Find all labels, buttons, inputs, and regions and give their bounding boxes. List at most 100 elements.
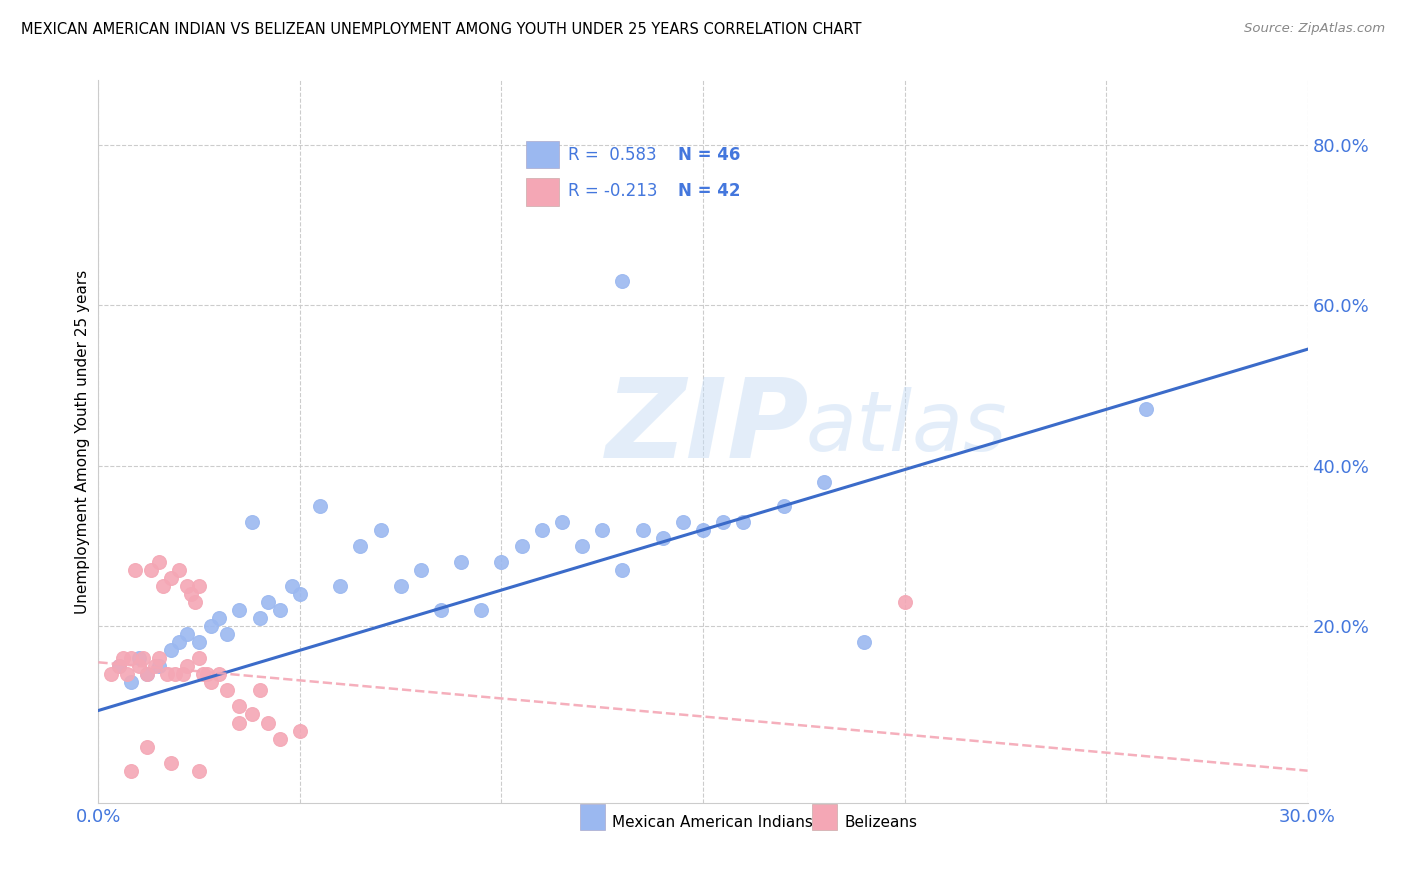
Point xyxy=(135,667,157,681)
Point xyxy=(631,523,654,537)
Point xyxy=(148,659,170,673)
Point xyxy=(135,739,157,754)
Point xyxy=(288,723,311,738)
Point xyxy=(591,523,613,537)
Point xyxy=(111,651,134,665)
Point xyxy=(180,587,202,601)
Point xyxy=(172,667,194,681)
Point xyxy=(389,579,412,593)
Point xyxy=(349,539,371,553)
Point xyxy=(571,539,593,553)
Point xyxy=(240,515,263,529)
Point xyxy=(128,659,150,673)
Point xyxy=(612,274,634,288)
Point xyxy=(329,579,352,593)
Point xyxy=(156,667,179,681)
Point xyxy=(128,651,150,665)
Point xyxy=(188,635,211,649)
Point xyxy=(167,563,190,577)
Point xyxy=(551,515,574,529)
Point xyxy=(491,555,513,569)
Point xyxy=(167,635,190,649)
Point xyxy=(107,659,129,673)
Text: Source: ZipAtlas.com: Source: ZipAtlas.com xyxy=(1244,22,1385,36)
Point xyxy=(208,611,231,625)
Point xyxy=(256,715,278,730)
Point xyxy=(143,659,166,673)
Text: N = 42: N = 42 xyxy=(678,182,741,201)
Point xyxy=(100,667,122,681)
Point xyxy=(1135,402,1157,417)
Point xyxy=(184,595,207,609)
Text: ZIP: ZIP xyxy=(606,374,810,481)
Point xyxy=(160,756,183,770)
Point xyxy=(281,579,304,593)
Y-axis label: Unemployment Among Youth under 25 years: Unemployment Among Youth under 25 years xyxy=(75,269,90,614)
Point xyxy=(188,579,211,593)
Point xyxy=(120,651,142,665)
Point xyxy=(692,523,714,537)
Point xyxy=(195,667,218,681)
Point xyxy=(228,699,250,714)
Point xyxy=(148,651,170,665)
Point xyxy=(510,539,533,553)
Point xyxy=(651,531,673,545)
Point xyxy=(188,764,211,778)
Point xyxy=(470,603,492,617)
Point xyxy=(176,659,198,673)
Point xyxy=(188,651,211,665)
Point xyxy=(176,579,198,593)
Point xyxy=(269,603,291,617)
Point xyxy=(893,595,915,609)
Point xyxy=(200,619,222,633)
Point xyxy=(115,667,138,681)
Point xyxy=(217,627,239,641)
Point xyxy=(148,555,170,569)
Point xyxy=(208,667,231,681)
Point xyxy=(132,651,155,665)
Point xyxy=(612,563,634,577)
Point xyxy=(256,595,278,609)
Point xyxy=(249,611,271,625)
Text: atlas: atlas xyxy=(806,386,1008,467)
Point xyxy=(409,563,432,577)
Bar xyxy=(526,141,558,169)
Point xyxy=(672,515,695,529)
Point xyxy=(240,707,263,722)
Point xyxy=(309,499,332,513)
Point xyxy=(200,675,222,690)
Text: MEXICAN AMERICAN INDIAN VS BELIZEAN UNEMPLOYMENT AMONG YOUTH UNDER 25 YEARS CORR: MEXICAN AMERICAN INDIAN VS BELIZEAN UNEM… xyxy=(21,22,862,37)
Point xyxy=(193,667,215,681)
Point xyxy=(160,643,183,657)
Point xyxy=(450,555,472,569)
Text: R =  0.583: R = 0.583 xyxy=(568,146,657,164)
Point xyxy=(139,563,162,577)
Bar xyxy=(526,178,558,205)
Text: Belizeans: Belizeans xyxy=(844,815,917,830)
Text: N = 46: N = 46 xyxy=(678,146,741,164)
Point xyxy=(269,731,291,746)
Point xyxy=(107,659,129,673)
Point xyxy=(711,515,734,529)
Point xyxy=(228,603,250,617)
Point xyxy=(228,715,250,730)
Point xyxy=(120,764,142,778)
Point xyxy=(853,635,876,649)
Point xyxy=(217,683,239,698)
Point xyxy=(370,523,392,537)
Point xyxy=(733,515,755,529)
Point xyxy=(124,563,146,577)
Point xyxy=(163,667,186,681)
Text: R = -0.213: R = -0.213 xyxy=(568,182,658,201)
Point xyxy=(152,579,174,593)
Point xyxy=(135,667,157,681)
Point xyxy=(160,571,183,585)
Point xyxy=(288,587,311,601)
Point xyxy=(772,499,794,513)
Text: Mexican American Indians: Mexican American Indians xyxy=(613,815,813,830)
Point xyxy=(530,523,553,537)
Point xyxy=(430,603,453,617)
Point xyxy=(120,675,142,690)
Point xyxy=(813,475,835,489)
Point xyxy=(249,683,271,698)
